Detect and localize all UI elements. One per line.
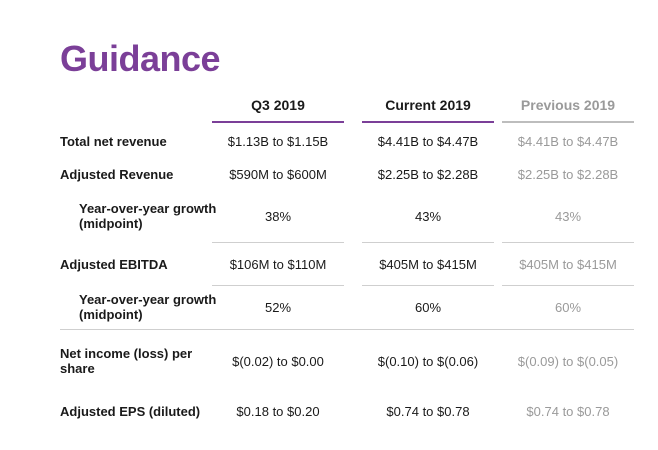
cell-q3-2019: $106M to $110M bbox=[229, 256, 327, 272]
column-header-previous-2019: Previous 2019 bbox=[502, 97, 634, 123]
table-row-ebitda-growth: Year-over-year growth (midpoint) 52% 60%… bbox=[60, 288, 634, 326]
table-row-adjusted-revenue: Adjusted Revenue $590M to $600M $2.25B t… bbox=[60, 160, 634, 188]
divider bbox=[502, 242, 634, 243]
row-label: Year-over-year growth (midpoint) bbox=[79, 292, 217, 322]
cell-previous-2019: 43% bbox=[554, 208, 582, 224]
divider bbox=[362, 242, 494, 243]
cell-q3-2019: $1.13B to $1.15B bbox=[227, 133, 329, 149]
cell-previous-2019: $4.41B to $4.47B bbox=[517, 133, 619, 149]
cell-previous-2019: $(0.09) to $(0.05) bbox=[517, 353, 619, 369]
cell-current-2019: 43% bbox=[414, 208, 442, 224]
page-title: Guidance bbox=[60, 38, 221, 79]
table-row-adjusted-eps: Adjusted EPS (diluted) $0.18 to $0.20 $0… bbox=[60, 392, 634, 430]
row-label: Adjusted Revenue bbox=[60, 166, 174, 182]
cell-current-2019: $0.74 to $0.78 bbox=[386, 403, 470, 419]
cell-previous-2019: 60% bbox=[554, 299, 582, 315]
cell-q3-2019: $0.18 to $0.20 bbox=[236, 403, 320, 419]
row-label: Total net revenue bbox=[60, 133, 167, 149]
table-row-adjusted-ebitda: Adjusted EBITDA $106M to $110M $405M to … bbox=[60, 250, 634, 278]
divider bbox=[502, 285, 634, 286]
cell-q3-2019: 52% bbox=[264, 299, 292, 315]
cell-current-2019: $(0.10) to $(0.06) bbox=[377, 353, 479, 369]
row-label: Adjusted EBITDA bbox=[60, 256, 168, 272]
divider bbox=[212, 242, 344, 243]
cell-q3-2019: $(0.02) to $0.00 bbox=[232, 353, 324, 369]
row-label: Year-over-year growth (midpoint) bbox=[79, 201, 217, 231]
divider bbox=[362, 285, 494, 286]
row-label: Adjusted EPS (diluted) bbox=[60, 403, 201, 419]
cell-q3-2019: $590M to $600M bbox=[229, 166, 327, 182]
cell-current-2019: $4.41B to $4.47B bbox=[377, 133, 479, 149]
cell-previous-2019: $2.25B to $2.28B bbox=[517, 166, 619, 182]
cell-current-2019: $2.25B to $2.28B bbox=[377, 166, 479, 182]
cell-previous-2019: $0.74 to $0.78 bbox=[526, 403, 610, 419]
divider bbox=[60, 329, 634, 330]
table-row-total-net-revenue: Total net revenue $1.13B to $1.15B $4.41… bbox=[60, 127, 634, 155]
cell-q3-2019: 38% bbox=[264, 208, 292, 224]
table-row-net-income-per-share: Net income (loss) per share $(0.02) to $… bbox=[60, 342, 634, 380]
divider bbox=[212, 285, 344, 286]
column-header-current-2019: Current 2019 bbox=[362, 97, 494, 123]
table-row-revenue-growth: Year-over-year growth (midpoint) 38% 43%… bbox=[60, 197, 634, 235]
cell-previous-2019: $405M to $415M bbox=[519, 256, 617, 272]
cell-current-2019: 60% bbox=[414, 299, 442, 315]
column-header-q3-2019: Q3 2019 bbox=[212, 97, 344, 123]
row-label: Net income (loss) per share bbox=[60, 346, 193, 376]
cell-current-2019: $405M to $415M bbox=[379, 256, 477, 272]
